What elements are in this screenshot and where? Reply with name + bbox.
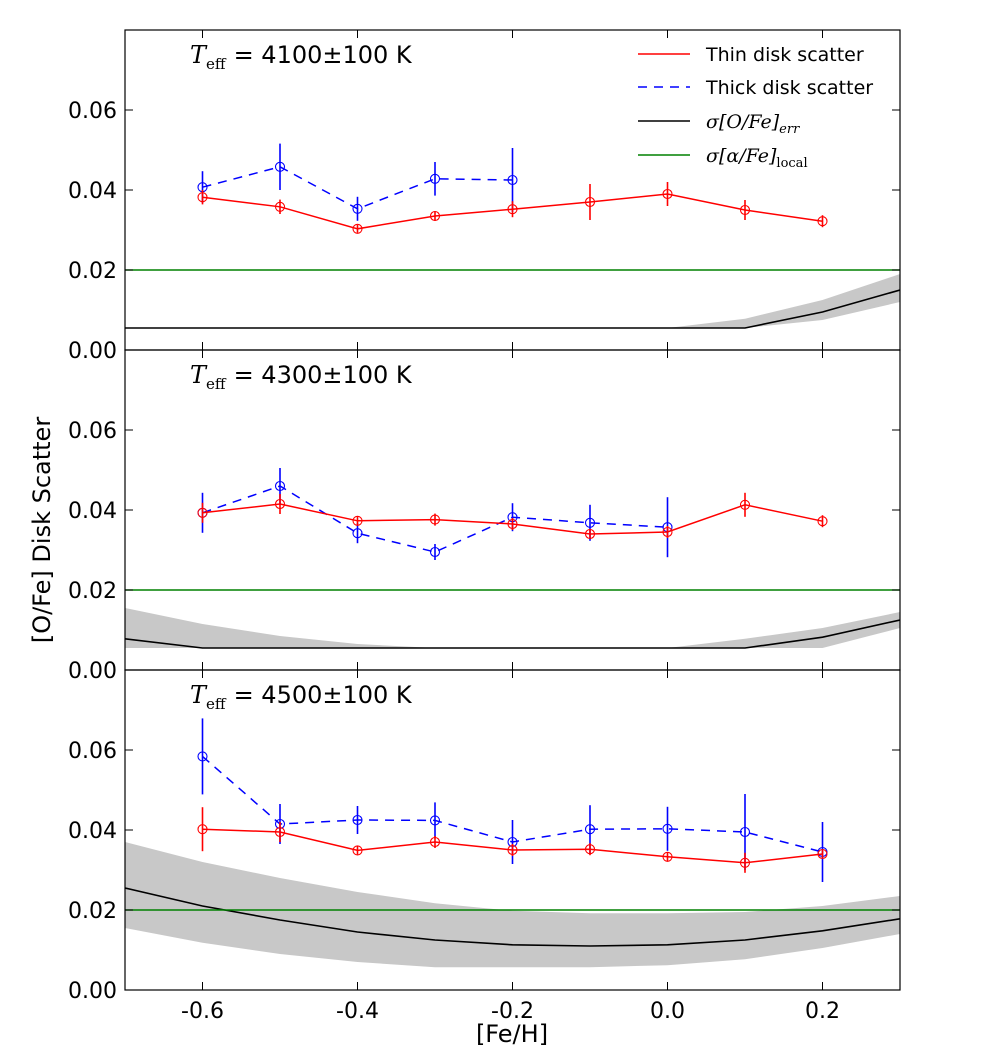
panel-2: 0.00 0.02 0.04 0.06 Teff = 4300±100 K <box>68 349 901 684</box>
thick-disk-series <box>197 718 828 882</box>
y-tick-label: 0.02 <box>68 899 117 924</box>
thin-disk-point <box>584 528 596 540</box>
thin-disk-series <box>197 492 828 540</box>
thin-disk-point <box>817 216 828 227</box>
title-value: = 4100±100 K <box>234 41 413 69</box>
legend-local-sub: local <box>776 156 807 171</box>
title-symbol: T <box>190 681 208 709</box>
thick-disk-point <box>662 823 673 834</box>
title-symbol: T <box>190 41 208 69</box>
thin-disk-point <box>739 857 751 868</box>
thin-disk-point <box>197 192 208 203</box>
thin-disk-point <box>352 223 363 234</box>
thin-disk-point <box>584 844 596 855</box>
legend-thick-label: Thick disk scatter <box>705 77 873 99</box>
panel-3: 0.00 0.02 0.04 0.06 -0.6 -0.4 -0.2 0.0 0.2 Teff = … <box>68 669 901 1024</box>
panel-title: Teff = 4100±100 K <box>190 41 413 73</box>
plot-area <box>125 143 900 329</box>
thin-disk-point <box>352 515 363 526</box>
thin-disk-point <box>352 845 363 856</box>
thick-disk-point <box>274 161 286 172</box>
thick-disk-point <box>507 174 518 186</box>
legend-err-label: σ[O/Fe]err <box>706 111 800 137</box>
thin-disk-point <box>584 196 596 208</box>
y-tick-label: 0.02 <box>68 579 117 604</box>
title-value: = 4500±100 K <box>234 681 413 709</box>
thin-disk-series <box>197 182 828 234</box>
thin-disk-point <box>429 210 441 222</box>
thin-disk-point <box>662 851 673 862</box>
legend-local-main: σ[α/Fe] <box>706 145 777 167</box>
error-band <box>125 842 900 968</box>
title-subscript: eff <box>206 695 227 713</box>
thin-disk-point <box>197 824 208 835</box>
title-subscript: eff <box>206 55 227 73</box>
thin-disk-point <box>739 499 751 510</box>
err-curve-line <box>125 887 900 947</box>
thin-disk-point <box>662 526 673 538</box>
panels: 0.00 0.02 0.04 0.06 Teff = 4100±100 K 0.00 0.02… <box>68 29 901 1024</box>
x-tick-label: -0.4 <box>336 999 379 1024</box>
x-tick-label: 0.2 <box>805 999 840 1024</box>
thin-disk-point <box>507 204 518 215</box>
thick-disk-point <box>739 826 751 838</box>
thin-disk-point <box>429 514 441 525</box>
err-curve-line <box>125 619 900 649</box>
title-value: = 4300±100 K <box>234 361 413 389</box>
legend-local-label: σ[α/Fe]local <box>706 145 808 171</box>
panel-title: Teff = 4500±100 K <box>190 681 413 713</box>
thin-disk-point <box>274 201 286 212</box>
thick-disk-point <box>352 203 363 214</box>
thick-disk-point <box>429 815 441 826</box>
err-curve-line <box>125 289 900 329</box>
y-tick-label: 0.04 <box>68 179 117 204</box>
y-tick-label: 0.04 <box>68 819 117 844</box>
y-axis-label: [O/Fe] Disk Scatter <box>28 417 56 643</box>
thick-disk-point <box>274 480 286 492</box>
thick-disk-point <box>584 824 596 835</box>
plot-area <box>125 718 900 968</box>
title-symbol: T <box>190 361 208 389</box>
legend: Thin disk scatter Thick disk scatter σ[O… <box>638 44 873 171</box>
thin-disk-point <box>739 204 751 216</box>
y-tick-label: 0.00 <box>68 339 117 364</box>
thick-disk-point <box>429 546 441 558</box>
panel-title: Teff = 4300±100 K <box>190 361 413 393</box>
y-tick-label: 0.00 <box>68 979 117 1004</box>
thin-disk-point <box>507 518 518 530</box>
thin-disk-point <box>662 188 673 200</box>
y-tick-label: 0.04 <box>68 499 117 524</box>
plot-area <box>125 468 900 649</box>
thick-disk-point <box>429 173 441 184</box>
thin-disk-point <box>274 498 286 510</box>
x-tick-label: -0.2 <box>491 999 534 1024</box>
thin-disk-point <box>507 844 518 856</box>
x-tick-label: -0.6 <box>181 999 224 1024</box>
x-axis-label: [Fe/H] <box>476 1020 548 1048</box>
thick-disk-point <box>197 751 208 762</box>
thin-disk-point <box>817 848 828 860</box>
thick-disk-series <box>197 143 518 221</box>
thick-disk-point <box>352 528 363 539</box>
thin-disk-point <box>429 836 441 848</box>
thick-disk-point <box>352 814 363 826</box>
thin-disk-point <box>197 507 208 518</box>
title-subscript: eff <box>206 375 227 393</box>
thin-disk-point <box>274 826 286 838</box>
x-tick-label: 0.0 <box>650 999 685 1024</box>
y-tick-label: 0.06 <box>68 99 117 124</box>
thin-disk-series <box>197 807 828 873</box>
legend-err-main: σ[O/Fe] <box>706 111 780 133</box>
thin-disk-point <box>817 516 828 527</box>
y-tick-label: 0.02 <box>68 259 117 284</box>
error-band <box>125 608 900 648</box>
thick-disk-point <box>584 517 596 528</box>
y-tick-label: 0.06 <box>68 419 117 444</box>
legend-thin-label: Thin disk scatter <box>705 44 864 66</box>
y-tick-label: 0.00 <box>68 659 117 684</box>
legend-err-sub: err <box>779 122 800 137</box>
y-tick-label: 0.06 <box>68 739 117 764</box>
